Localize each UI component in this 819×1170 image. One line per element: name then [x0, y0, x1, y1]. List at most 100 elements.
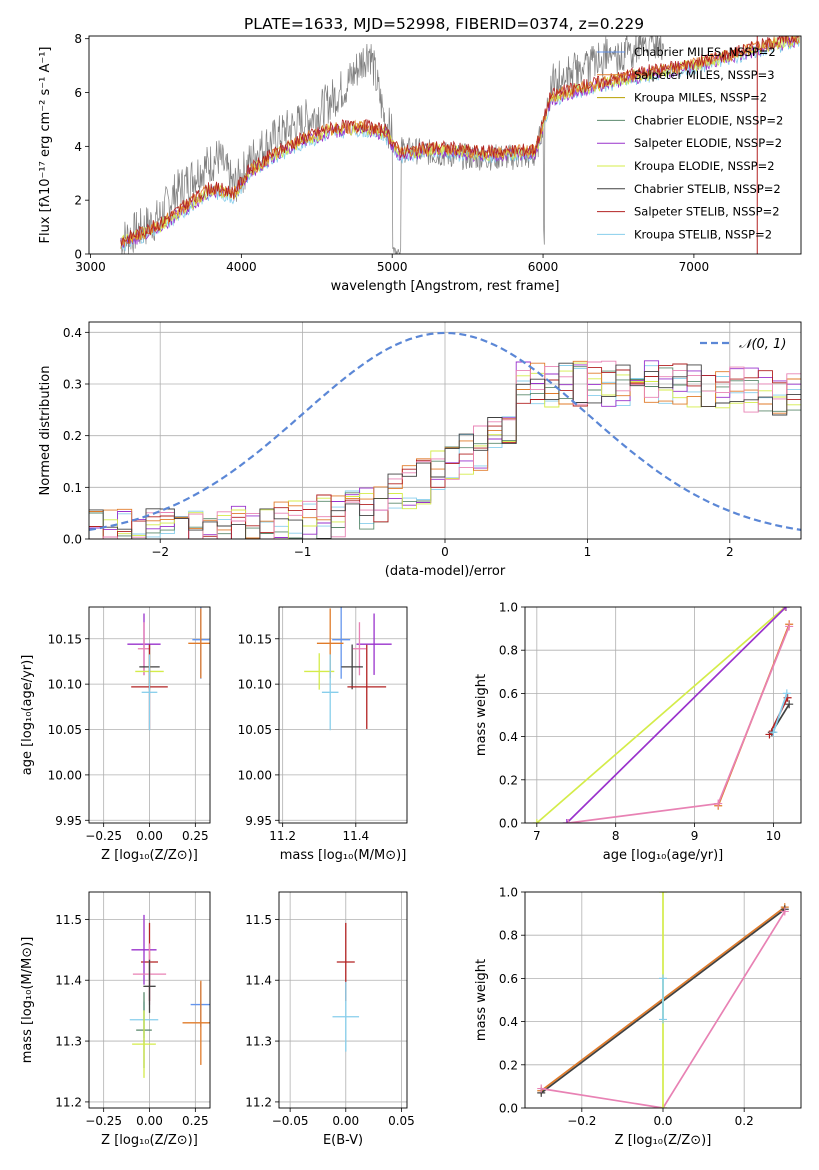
- x-axis-label: E(B-V): [323, 1133, 363, 1148]
- point-marker: [780, 907, 789, 916]
- legend: 𝒩(0, 1): [700, 337, 786, 352]
- axes-frame: [278, 891, 408, 1109]
- y-tick-label: 9.95: [55, 814, 82, 828]
- legend-label: Kroupa ELODIE, NSSP=2: [634, 159, 775, 173]
- legend-label: Kroupa MILES, NSSP=2: [634, 91, 767, 105]
- x-tick-label: −0.2: [567, 1114, 596, 1128]
- y-tick-label: 0.3: [63, 378, 82, 392]
- x-tick-label: 0.00: [332, 1114, 359, 1128]
- x-tick-label: 7: [533, 829, 541, 843]
- y-tick-label: 11.4: [245, 974, 272, 988]
- legend-label: Salpeter ELODIE, NSSP=2: [634, 136, 782, 150]
- panel-age-mass: 11.2 11.4 9.95 10.00 10.05 10.10 10.15 mass [lo…: [238, 606, 408, 863]
- y-tick-label: 0.4: [499, 730, 518, 744]
- y-tick-label: 0.0: [63, 533, 82, 547]
- plot-area-residuals: [89, 331, 801, 539]
- y-tick-label: 4: [74, 140, 82, 154]
- y-tick-label: 0.6: [499, 972, 518, 986]
- x-tick-label: 1: [584, 545, 592, 559]
- y-tick-label: 0.1: [63, 481, 82, 495]
- y-tick-label: 10.00: [48, 768, 82, 782]
- point-marker: [562, 819, 571, 823]
- point-marker: [782, 607, 791, 611]
- series-line-kroupa-elodie: [536, 607, 786, 823]
- x-tick-label: 0.00: [136, 829, 163, 843]
- plot-area-weight-age: [532, 607, 794, 823]
- y-tick-label: 0.2: [499, 1058, 518, 1072]
- plot-area-age-mass: [304, 607, 392, 731]
- y-tick-label: 0.4: [499, 1015, 518, 1029]
- panel-residuals: −2 −1 0 1 2 0.0 0.1 0.2 0.3 0.4 (data-model)/error…: [38, 321, 802, 579]
- x-tick-label: 11.2: [269, 829, 296, 843]
- y-axis-label: mass [log₁₀(M/M⊙)]: [20, 937, 35, 1064]
- x-axis-label: Z [log₁₀(Z/Z⊙)]: [101, 848, 198, 863]
- plot-area-weight-Z: [537, 892, 789, 1108]
- y-tick-label: 1.0: [499, 601, 518, 615]
- x-tick-label: 8: [612, 829, 620, 843]
- panel-weight-age: 7 8 9 10 0.0 0.2 0.4 0.6 0.8 1.0 age [log₁₀(age/yr…: [474, 601, 802, 863]
- x-tick-label: 0.2: [735, 1114, 754, 1128]
- x-tick-label: 0.25: [182, 829, 209, 843]
- plot-area-mass-Z: [129, 914, 210, 1078]
- y-tick-label: 0.0: [499, 817, 518, 831]
- point-marker: [532, 819, 541, 823]
- x-tick-label: 0.05: [388, 1114, 415, 1128]
- y-tick-label: 2: [74, 194, 82, 208]
- y-tick-label: 0.0: [499, 1102, 518, 1116]
- x-tick-label: 11.4: [342, 829, 369, 843]
- y-axis-label: mass weight: [474, 674, 489, 756]
- legend-label: Salpeter MILES, NSSP=3: [634, 68, 775, 82]
- point-marker: [781, 607, 790, 611]
- x-tick-label: 0.00: [136, 1114, 163, 1128]
- y-tick-label: 11.2: [55, 1095, 82, 1109]
- axes-frame: [278, 606, 408, 824]
- plot-area-spectrum: [120, 36, 800, 254]
- series-line-pink: [568, 626, 790, 823]
- y-tick-label: 10.10: [238, 678, 272, 692]
- series-line-model: [120, 36, 800, 246]
- panel-spectrum: 3000 4000 5000 6000 7000 0 2 4 6 8 wavelength [Ang…: [38, 32, 802, 294]
- point-marker: [785, 622, 794, 631]
- y-tick-label: 11.3: [55, 1035, 82, 1049]
- point-marker: [782, 689, 791, 698]
- y-axis-label: mass weight: [474, 959, 489, 1041]
- x-tick-label: 7000: [679, 260, 710, 274]
- legend-label: Kroupa STELIB, NSSP=2: [634, 227, 772, 241]
- y-tick-label: 11.3: [245, 1035, 272, 1049]
- x-tick-label: 5000: [377, 260, 408, 274]
- series-line-salpeter-elodie: [566, 607, 787, 823]
- y-axis-label: Flux [fλ10⁻¹⁷ erg cm⁻² s⁻¹ A⁻¹]: [38, 47, 53, 244]
- legend: Chabrier MILES, NSSP=2 Salpeter MILES, NS…: [597, 45, 783, 241]
- legend-label: Salpeter STELIB, NSSP=2: [634, 205, 780, 219]
- x-axis-label: (data-model)/error: [385, 564, 506, 579]
- y-axis-label: Normed distribution: [38, 366, 53, 496]
- x-axis-label: wavelength [Angstrom, rest frame]: [331, 279, 560, 294]
- panel-age-Z: −0.25 0.00 0.25 9.95 10.00 10.05 10.10 10.15 Z […: [20, 606, 211, 863]
- y-tick-label: 9.95: [245, 814, 272, 828]
- x-tick-label: 2: [726, 545, 734, 559]
- panel-weight-Z: −0.2 0.0 0.2 0.0 0.2 0.4 0.6 0.8 1.0 Z [log₁₀(Z/Z…: [474, 886, 802, 1148]
- point-marker: [659, 1104, 667, 1108]
- x-tick-label: −0.25: [85, 1114, 122, 1128]
- x-tick-label: −2: [151, 545, 169, 559]
- y-tick-label: 0.8: [499, 929, 518, 943]
- x-tick-label: 0.0: [653, 1114, 672, 1128]
- y-tick-label: 11.5: [55, 913, 82, 927]
- point-marker: [659, 974, 667, 983]
- y-tick-label: 10.10: [48, 678, 82, 692]
- histogram-step-chabrier-stelib: [89, 362, 801, 539]
- histogram-step-pink: [89, 360, 801, 539]
- x-axis-label: Z [log₁₀(Z/Z⊙)]: [615, 1133, 712, 1148]
- y-tick-label: 1.0: [499, 886, 518, 900]
- legend-label: Chabrier STELIB, NSSP=2: [634, 182, 781, 196]
- y-tick-label: 11.4: [55, 974, 82, 988]
- x-tick-label: −0.25: [85, 829, 122, 843]
- x-tick-label: 4000: [226, 260, 257, 274]
- series-line-kroupa-stelib: [772, 693, 788, 733]
- axes-frame: [88, 891, 211, 1109]
- point-marker: [769, 728, 778, 737]
- y-tick-label: 8: [74, 32, 82, 46]
- x-tick-label: 10: [766, 829, 781, 843]
- panel-mass-Z: −0.25 0.00 0.25 11.2 11.3 11.4 11.5 Z [log₁₀(Z/…: [20, 891, 211, 1148]
